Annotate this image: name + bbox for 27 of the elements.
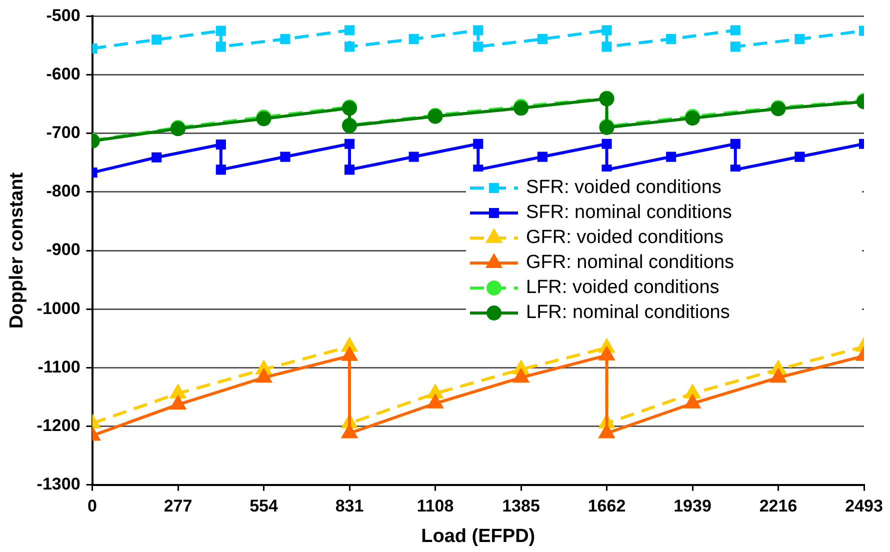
y-tick-label: -1200 <box>36 416 80 435</box>
x-tick-label: 1939 <box>674 496 712 516</box>
x-tick-label: 1662 <box>588 496 626 516</box>
x-tick-label: 831 <box>335 496 364 516</box>
y-tick-label: -500 <box>46 6 80 25</box>
y-tick-label: -1100 <box>38 357 80 376</box>
x-tick-label: 2493 <box>845 496 883 516</box>
x-tick-label: 2216 <box>759 496 798 516</box>
x-axis-title: Load (EFPD) <box>421 526 536 547</box>
x-tick-label: 0 <box>88 496 98 516</box>
y-tick-label: -600 <box>46 64 80 84</box>
x-tick-label: 1385 <box>502 496 540 516</box>
legend-label: LFR: voided conditions <box>526 277 720 298</box>
y-tick-label: -800 <box>46 182 80 201</box>
legend-label: SFR: voided conditions <box>526 177 722 198</box>
y-tick-label: -1300 <box>36 474 80 494</box>
y-tick-label: -1000 <box>36 298 80 318</box>
x-tick-label: 554 <box>250 496 278 516</box>
legend-label: LFR: nominal conditions <box>526 302 730 324</box>
x-tick-label: 1108 <box>416 496 454 516</box>
y-axis-title: Doppler constant <box>6 172 28 329</box>
legend-label: GFR: nominal conditions <box>526 252 734 274</box>
y-tick-label: -700 <box>46 123 80 142</box>
legend-label: GFR: voided conditions <box>526 227 724 248</box>
legend-label: SFR: nominal conditions <box>526 202 732 224</box>
y-tick-label: -900 <box>46 240 80 260</box>
x-tick-label: 277 <box>164 496 192 516</box>
